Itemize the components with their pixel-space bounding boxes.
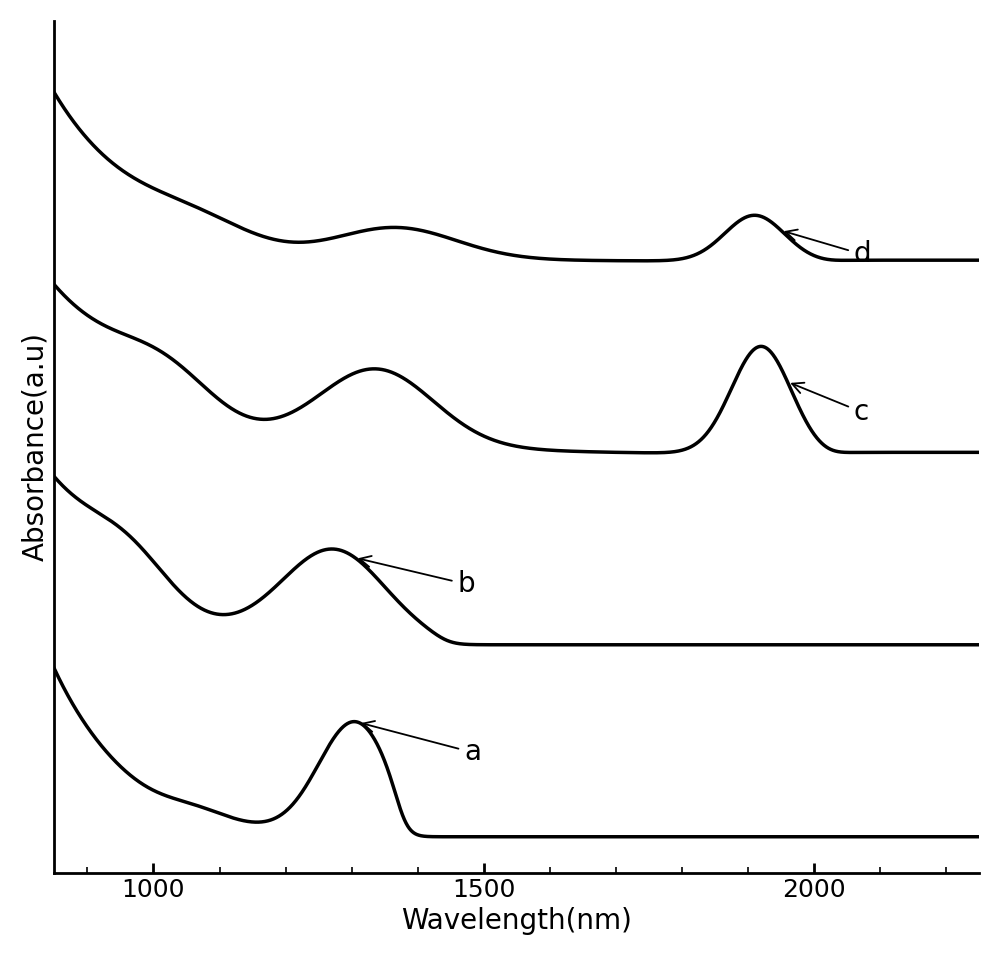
Text: a: a <box>363 721 481 767</box>
Y-axis label: Absorbance(a.u): Absorbance(a.u) <box>21 333 49 561</box>
Text: d: d <box>786 229 871 269</box>
X-axis label: Wavelength(nm): Wavelength(nm) <box>401 907 632 935</box>
Text: b: b <box>360 556 475 598</box>
Text: c: c <box>792 382 869 425</box>
